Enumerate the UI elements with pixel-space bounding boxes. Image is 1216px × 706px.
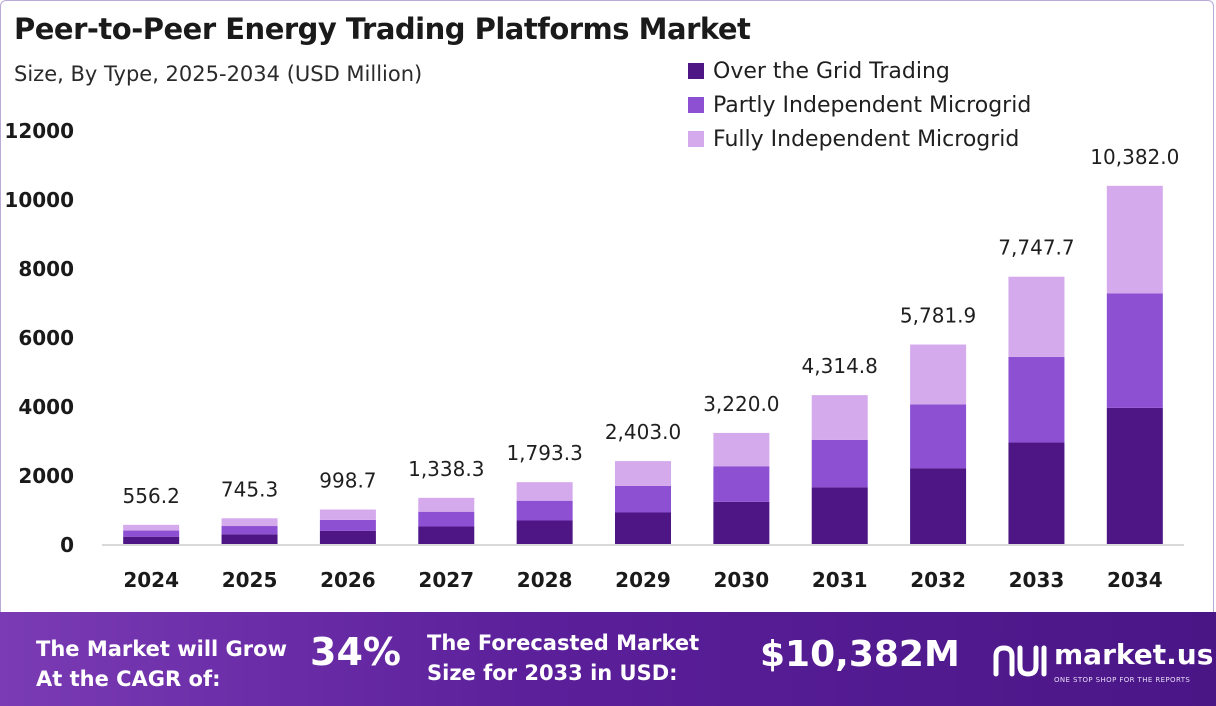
- bar-total-label: 2,403.0: [605, 420, 681, 444]
- legend-item-partly: Partly Independent Microgrid: [688, 88, 1031, 122]
- bar-segment-partly: [713, 466, 770, 502]
- bar-segment-over-grid: [615, 512, 671, 544]
- x-tick-label: 2027: [418, 568, 474, 592]
- chart-subtitle: Size, By Type, 2025-2034 (USD Million): [14, 62, 423, 86]
- x-tick-label: 2024: [123, 568, 179, 592]
- bar-segment-over-grid: [319, 530, 376, 544]
- bar-total-label: 745.3: [221, 477, 278, 501]
- bar-segment-over-grid: [1106, 407, 1163, 544]
- bar-segment-over-grid: [910, 468, 967, 544]
- y-tick-label: 6000: [18, 326, 74, 350]
- legend-label-over-grid: Over the Grid Trading: [713, 58, 950, 84]
- bar-segment-fully: [811, 395, 868, 440]
- legend-item-fully: Fully Independent Microgrid: [688, 122, 1031, 156]
- forecast-caption-line1: The Forecasted Market: [427, 631, 700, 655]
- legend-label-partly: Partly Independent Microgrid: [713, 92, 1032, 118]
- y-tick-label: 10000: [4, 188, 74, 212]
- bar-total-label: 10,382.0: [1090, 145, 1179, 169]
- bar-segment-fully: [516, 482, 573, 501]
- x-tick-label: 2030: [714, 568, 770, 592]
- x-tick-label: 2028: [517, 568, 573, 592]
- forecast-value: $10,382M: [760, 634, 960, 675]
- footer-banner: The Market will Grow At the CAGR of: 34%…: [0, 612, 1216, 706]
- bar-segment-partly: [418, 511, 475, 527]
- chart-title: Peer-to-Peer Energy Trading Platforms Ma…: [14, 12, 751, 46]
- brand-tagline: ONE STOP SHOP FOR THE REPORTS: [1054, 676, 1191, 684]
- x-tick-label: 2031: [812, 568, 868, 592]
- bar-segment-partly: [123, 530, 180, 537]
- x-tick-label: 2025: [222, 568, 278, 592]
- market-us-logo-icon: [993, 645, 1047, 677]
- x-tick-label: 2034: [1107, 568, 1163, 592]
- bar-segment-partly: [615, 485, 671, 513]
- bar-total-label: 3,220.0: [703, 392, 779, 416]
- bar-total-label: 7,747.7: [998, 236, 1074, 260]
- cagr-caption-line2: At the CAGR of:: [36, 667, 221, 691]
- bar-segment-partly: [221, 526, 278, 535]
- bar-segment-over-grid: [123, 536, 180, 544]
- stacked-bar-chart: 0 2000 4000 6000 8000 10000 12000 556.2 2024 745.…: [4, 119, 1184, 592]
- bar-segment-fully: [221, 518, 278, 527]
- bar-total-label: 4,314.8: [802, 354, 878, 378]
- legend-swatch-over-grid: [688, 63, 704, 79]
- brand-logo[interactable]: market.us ONE STOP SHOP FOR THE REPORTS: [992, 636, 1214, 696]
- legend-label-fully: Fully Independent Microgrid: [713, 126, 1020, 152]
- bar-segment-fully: [713, 432, 770, 467]
- bar-segment-fully: [418, 497, 475, 512]
- x-tick-label: 2032: [910, 568, 966, 592]
- legend-swatch-partly: [688, 97, 704, 113]
- legend-swatch-fully: [688, 131, 704, 147]
- bar-segment-over-grid: [221, 534, 278, 544]
- brand-name: market.us: [1054, 638, 1214, 671]
- bar-total-label: 556.2: [123, 484, 180, 508]
- x-tick-label: 2033: [1009, 568, 1065, 592]
- bar-segment-fully: [1008, 276, 1065, 357]
- bar-segment-fully: [319, 509, 376, 520]
- y-tick-label: 0: [60, 533, 74, 557]
- bar-total-label: 998.7: [319, 469, 376, 493]
- bar-total-label: 1,793.3: [506, 441, 582, 465]
- bar-segment-partly: [319, 519, 376, 531]
- forecast-caption: The Forecasted Market Size for 2033 in U…: [427, 628, 699, 688]
- bar-segment-over-grid: [516, 520, 573, 544]
- bar-segment-fully: [1106, 185, 1163, 294]
- forecast-caption-line2: Size for 2033 in USD:: [427, 661, 678, 685]
- bar-total-label: 5,781.9: [900, 304, 976, 328]
- bar-segment-partly: [1008, 356, 1065, 443]
- bar-segment-partly: [1106, 293, 1163, 408]
- x-tick-label: 2029: [615, 568, 671, 592]
- bar-segment-fully: [123, 524, 180, 531]
- x-tick-label: 2026: [320, 568, 376, 592]
- bar-segment-fully: [615, 461, 671, 486]
- y-tick-label: 12000: [4, 119, 74, 143]
- bar-segment-over-grid: [811, 487, 868, 544]
- y-tick-label: 4000: [18, 395, 74, 419]
- bar-segment-over-grid: [418, 526, 475, 544]
- bar-segment-partly: [811, 439, 868, 488]
- y-tick-label: 8000: [18, 257, 74, 281]
- legend-item-over-grid: Over the Grid Trading: [688, 54, 1031, 88]
- chart-legend: Over the Grid Trading Partly Independent…: [688, 54, 1031, 156]
- cagr-value: 34%: [310, 630, 401, 674]
- bar-segment-partly: [516, 500, 573, 521]
- bar-segment-fully: [910, 344, 967, 405]
- cagr-caption: The Market will Grow At the CAGR of:: [36, 634, 287, 694]
- bar-total-label: 1,338.3: [408, 457, 484, 481]
- cagr-caption-line1: The Market will Grow: [36, 637, 287, 661]
- bar-segment-over-grid: [1008, 442, 1065, 544]
- y-tick-label: 2000: [18, 464, 74, 488]
- bar-segment-over-grid: [713, 501, 770, 544]
- bar-segment-partly: [910, 404, 967, 469]
